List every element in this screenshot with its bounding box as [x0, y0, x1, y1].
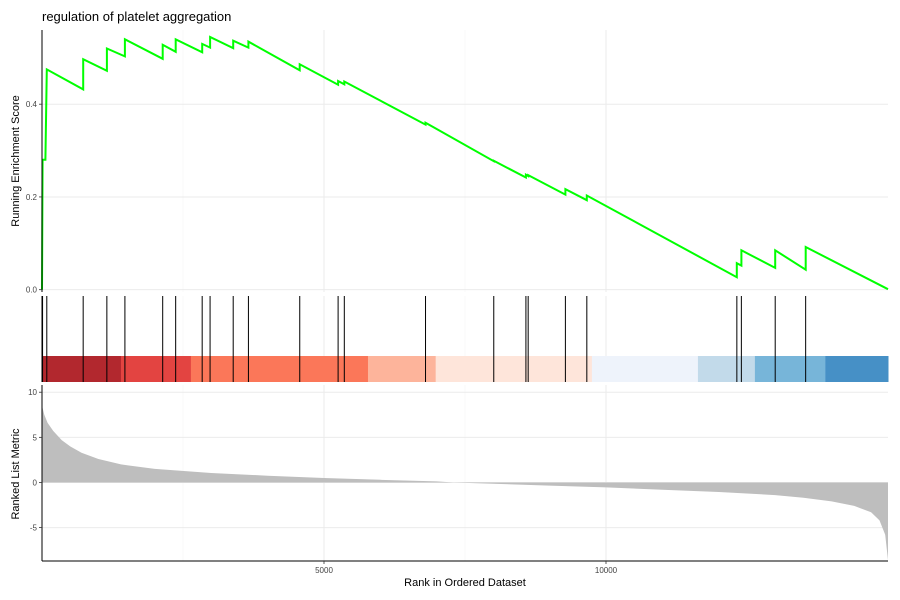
color-bar-segment — [591, 356, 699, 382]
x-tick-label: 10000 — [595, 566, 618, 575]
chart-title: regulation of platelet aggregation — [42, 9, 231, 24]
color-bar-segment — [120, 356, 192, 382]
running-enrichment-line — [41, 35, 889, 291]
gene-hits-panel — [41, 296, 889, 382]
color-bar-segment — [42, 356, 122, 382]
ranked-metric-panel: 10 5 0 -5 5000 10000 — [28, 385, 888, 575]
ranked-metric-area — [42, 405, 888, 561]
es-y-tick-label: 0.4 — [26, 100, 38, 109]
metric-y-tick-label: -5 — [30, 524, 38, 533]
color-bar-segment — [825, 356, 889, 382]
enrichment-score-panel: 0.0 0.2 0.4 — [26, 30, 889, 295]
es-y-tick-label: 0.2 — [26, 193, 38, 202]
es-y-tick-label: 0.0 — [26, 286, 38, 295]
color-bar-segment — [435, 356, 593, 382]
metric-y-tick-label: 0 — [33, 478, 38, 487]
x-axis-label: Rank in Ordered Dataset — [404, 577, 526, 589]
ranked-metric-y-axis-label: Ranked List Metric — [10, 428, 22, 520]
color-bar-segment — [697, 356, 756, 382]
x-tick-label: 5000 — [315, 566, 333, 575]
metric-y-tick-label: 5 — [33, 433, 38, 442]
enrichment-y-axis-label: Running Enrichment Score — [10, 95, 22, 226]
color-bar-segment — [754, 356, 826, 382]
metric-y-tick-label: 10 — [28, 388, 37, 397]
color-bar-segment — [190, 356, 369, 382]
color-bar-segment — [367, 356, 437, 382]
